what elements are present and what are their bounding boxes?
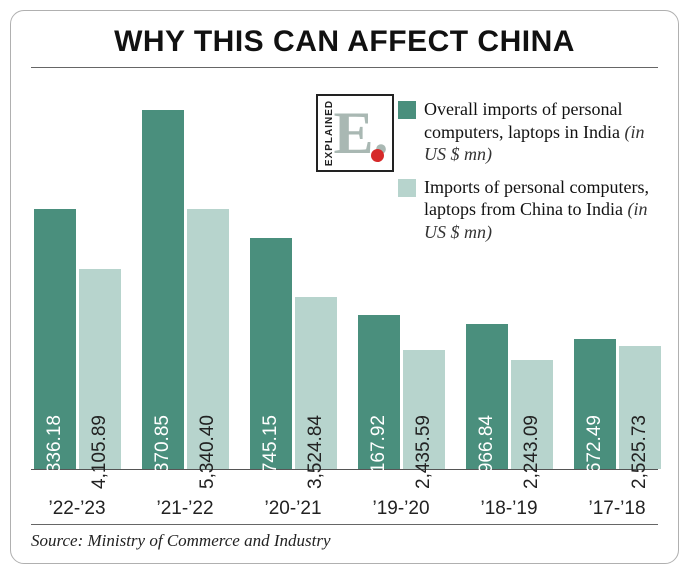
bar-value-china: 3,524.84 (305, 415, 327, 489)
bar-value-overall: 4,745.15 (260, 415, 282, 489)
source-text: Source: Ministry of Commerce and Industr… (31, 524, 658, 551)
bar-value-china: 5,340.40 (197, 415, 219, 489)
bar-value-china: 2,435.59 (413, 415, 435, 489)
bar-group: 5,336.184,105.89 (31, 209, 123, 469)
bar-group: 3,167.922,435.59 (355, 315, 447, 469)
bar-value-china: 4,105.89 (89, 415, 111, 489)
bar-value-overall: 3,167.92 (368, 415, 390, 489)
bar-overall: 2,672.49 (574, 339, 616, 469)
bar-china: 2,435.59 (403, 350, 445, 469)
x-label: ’19-’20 (355, 498, 447, 520)
bar-overall: 3,167.92 (358, 315, 400, 469)
outer-frame: WHY THIS CAN AFFECT CHINA EXPLAINED E. O… (0, 0, 689, 574)
bars-region: 5,336.184,105.897,370.855,340.404,745.15… (31, 80, 658, 470)
bar-value-china: 2,243.09 (521, 415, 543, 489)
x-label: ’21-’22 (139, 498, 231, 520)
bar-group: 7,370.855,340.40 (139, 110, 231, 469)
bar-overall: 5,336.18 (34, 209, 76, 469)
bar-china: 4,105.89 (79, 269, 121, 469)
bar-value-overall: 2,672.49 (584, 415, 606, 489)
bar-group: 2,966.842,243.09 (463, 324, 555, 469)
chart-area: EXPLAINED E. Overall imports of personal… (31, 70, 658, 524)
chart-title: WHY THIS CAN AFFECT CHINA (31, 25, 658, 68)
bar-group: 2,672.492,525.73 (571, 339, 663, 469)
bar-value-overall: 2,966.84 (476, 415, 498, 489)
x-label: ’17-’18 (571, 498, 663, 520)
bar-overall: 7,370.85 (142, 110, 184, 469)
bar-china: 5,340.40 (187, 209, 229, 469)
bar-value-overall: 5,336.18 (44, 415, 66, 489)
bar-overall: 4,745.15 (250, 238, 292, 469)
bar-value-overall: 7,370.85 (152, 415, 174, 489)
bar-china: 3,524.84 (295, 297, 337, 469)
x-label: ’18-’19 (463, 498, 555, 520)
x-label: ’22-’23 (31, 498, 123, 520)
bar-value-china: 2,525.73 (629, 415, 651, 489)
bar-china: 2,525.73 (619, 346, 661, 469)
bar-group: 4,745.153,524.84 (247, 238, 339, 469)
bar-china: 2,243.09 (511, 360, 553, 469)
x-axis-labels: ’22-’23’21-’22’20-’21’19-’20’18-’19’17-’… (31, 492, 658, 520)
bar-overall: 2,966.84 (466, 324, 508, 469)
chart-card: WHY THIS CAN AFFECT CHINA EXPLAINED E. O… (10, 10, 679, 564)
x-label: ’20-’21 (247, 498, 339, 520)
